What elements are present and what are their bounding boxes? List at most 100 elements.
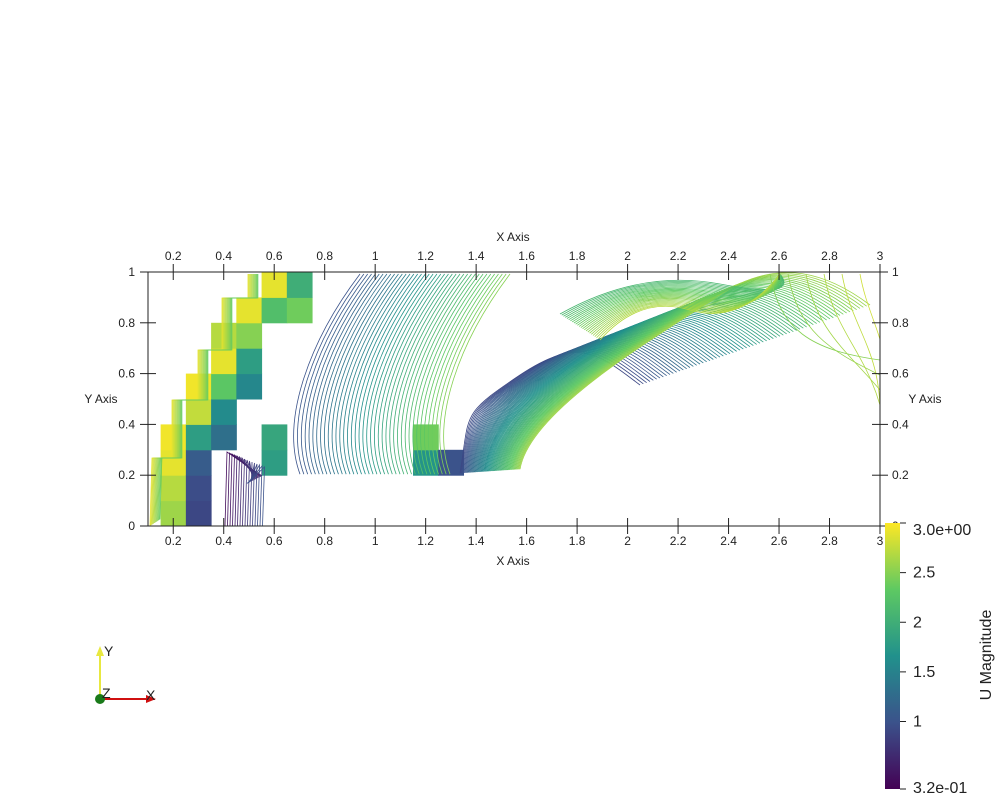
- contour-line: [246, 466, 265, 526]
- x-tick-label: 2.8: [821, 534, 838, 548]
- contour-line: [469, 339, 677, 473]
- contour-line: [249, 463, 258, 526]
- contour-line: [805, 273, 880, 391]
- x-tick-label-top: 3: [877, 249, 884, 263]
- colorbar-gradient: [885, 523, 900, 789]
- contour-line: [467, 341, 671, 473]
- x-tick-label: 1.8: [569, 534, 586, 548]
- x-tick-label: 0.6: [266, 534, 283, 548]
- contour-line: [474, 332, 697, 473]
- contour-line: [500, 297, 797, 471]
- contour-line: [316, 273, 384, 475]
- y-tick-label-right: 1: [892, 265, 899, 279]
- orientation-axes-widget: Y X Z: [95, 643, 156, 704]
- contour-line: [490, 310, 761, 472]
- contour-line: [401, 273, 469, 475]
- x-tick-label: 3: [877, 534, 884, 548]
- contour-line: [293, 273, 361, 475]
- field-cell: [211, 399, 237, 425]
- contour-line: [297, 273, 365, 475]
- contour-line: [443, 273, 511, 475]
- contour-line: [841, 273, 880, 420]
- x-tick-label-top: 1.4: [468, 249, 485, 263]
- contour-line: [412, 273, 480, 475]
- field-cell: [236, 348, 263, 375]
- field-cell: [160, 475, 187, 502]
- contour-line: [518, 273, 867, 470]
- field-cell: [185, 399, 212, 425]
- x-tick-label: 1.2: [417, 534, 434, 548]
- contour-line: [478, 326, 714, 472]
- contour-line: [516, 276, 857, 470]
- x-tick-label: 2.2: [670, 534, 687, 548]
- contour-lines: [149, 272, 880, 526]
- contour-line: [490, 311, 757, 472]
- contour-line: [823, 273, 880, 406]
- y-tick-label: 0.8: [118, 316, 135, 330]
- y-axis-label: Y: [104, 643, 114, 659]
- contour-line: [484, 318, 737, 472]
- y-tick-label: 0: [128, 519, 135, 533]
- right-axis-title: Y Axis: [908, 392, 941, 406]
- x-tick-label-top: 1: [372, 249, 379, 263]
- contour-line: [497, 301, 787, 471]
- field-cell: [286, 297, 313, 324]
- x-tick-label: 1: [372, 534, 379, 548]
- y-tick-label: 1: [128, 265, 135, 279]
- field-cell: [185, 500, 212, 526]
- contour-line: [408, 273, 476, 475]
- contour-line: [510, 285, 834, 470]
- contour-line: [483, 320, 731, 472]
- contour-line: [362, 273, 430, 475]
- colorbar-ticks: 2.5 2 1.5 1: [900, 522, 935, 790]
- step-obstacle-region: [275, 476, 880, 526]
- contour-line: [320, 273, 388, 475]
- axis-ticks: 0.2 0.4 0.6 0.8 1 1.2 1.4 1.6 1.8 2 2.2 2.4 2.6 2.8 3 0…: [118, 249, 909, 548]
- x-tick-label: 0.2: [165, 534, 182, 548]
- contour-line: [475, 331, 701, 473]
- contour-line: [506, 289, 821, 471]
- x-tick-label: 2: [624, 534, 631, 548]
- contour-line: [479, 325, 717, 472]
- contour-line: [487, 315, 747, 472]
- x-tick-label-top: 1.2: [417, 249, 434, 263]
- contour-line: [491, 309, 764, 472]
- y-arrow-head: [96, 646, 104, 656]
- contour-line: [470, 337, 684, 473]
- contour-line: [339, 273, 407, 475]
- contour-line: [247, 464, 263, 526]
- contour-line: [499, 298, 794, 471]
- y-tick-label: 0.4: [118, 417, 135, 431]
- x-tick-label-top: 0.8: [316, 249, 333, 263]
- contour-line: [477, 327, 711, 473]
- x-tick-label: 2.6: [771, 534, 788, 548]
- x-tick-label: 2.4: [720, 534, 737, 548]
- contour-line: [328, 273, 395, 475]
- field-cell: [236, 322, 263, 349]
- x-tick-label-top: 2.6: [771, 249, 788, 263]
- field-cell: [211, 348, 237, 375]
- contour-line: [505, 290, 817, 471]
- contour-line: [324, 273, 392, 475]
- field-cell: [185, 475, 212, 502]
- field-cell: [261, 449, 288, 476]
- contour-line: [420, 273, 488, 475]
- contour-line: [301, 273, 369, 475]
- y-tick-label-right: 0.2: [892, 468, 909, 482]
- field-cell: [286, 272, 313, 298]
- x-tick-label: 1.4: [468, 534, 485, 548]
- x-tick-label-top: 0.2: [165, 249, 182, 263]
- y-tick-label-right: 0.6: [892, 367, 909, 381]
- plot-border: [147, 271, 881, 527]
- field-cell: [236, 373, 263, 400]
- x-tick-label-top: 1.8: [569, 249, 586, 263]
- colorbar-title: U Magnitude: [978, 610, 995, 701]
- field-cell: [236, 297, 263, 324]
- contour-line: [503, 294, 807, 471]
- contour-line: [787, 273, 880, 376]
- contour-line: [248, 463, 260, 526]
- field-cell: [211, 424, 237, 451]
- contour-line: [416, 273, 484, 475]
- contour-line: [308, 273, 376, 475]
